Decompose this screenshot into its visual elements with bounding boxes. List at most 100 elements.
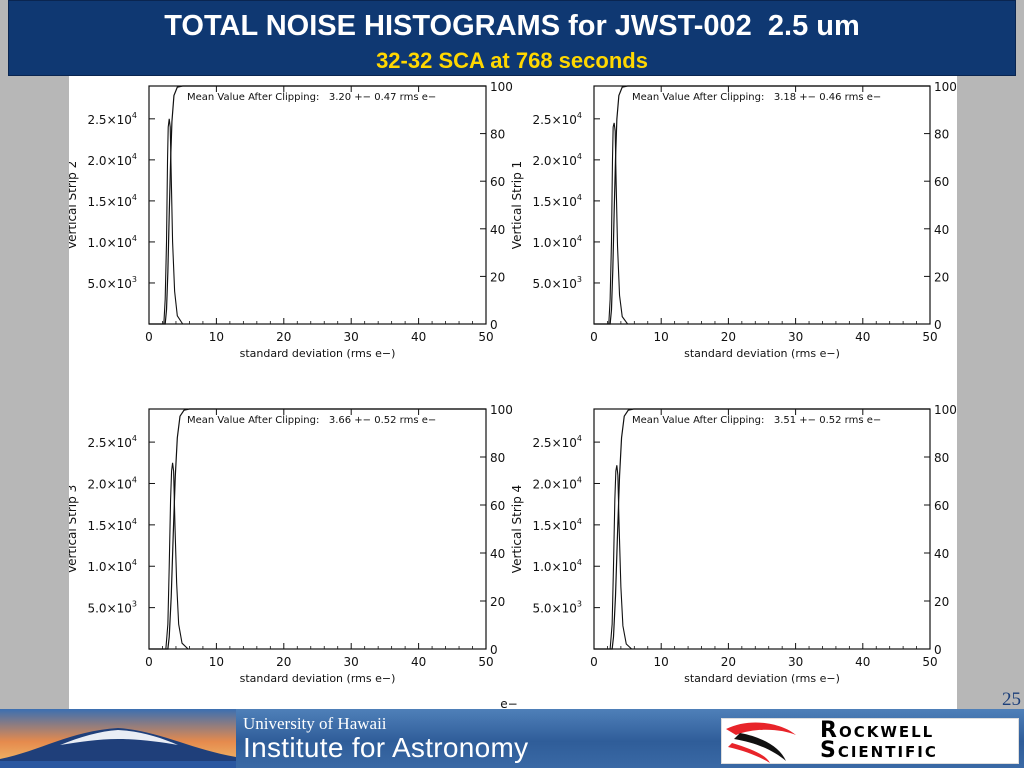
x-tick-label: 10 [654,655,669,669]
histogram-panel: 0 10 20 30 40 50 5.0×103 1.0×104 1.5×104 2.0×104 2… [69,76,957,709]
y2-tick-label: 100 [934,80,957,94]
y-tick-mantissa: 1.0×10 [87,560,131,574]
cumulative-line [149,85,486,325]
swoosh-icon [726,722,796,763]
y2-tick-label: 0 [934,318,942,332]
y-tick-label: 1.5×104 [532,517,582,533]
y-tick-label: 2.5×104 [87,434,137,450]
y-tick-exponent: 4 [132,193,137,202]
y-tick-exponent: 4 [132,152,137,161]
x-tick-label: 30 [344,655,359,669]
y2-tick-label: 60 [490,175,505,189]
y2-tick-label: 80 [934,128,949,142]
x-axis-label: standard deviation (rms e−) [684,347,840,360]
histogram-line [594,122,930,325]
y-axis-label: Vertical Strip 3 [69,485,79,573]
x-tick-label: 0 [590,655,598,669]
x-tick-label: 40 [855,655,870,669]
y-axis-label: Vertical Strip 2 [69,161,79,249]
y-tick-exponent: 4 [577,517,582,526]
y-tick-exponent: 4 [132,558,137,567]
y2-tick-label: 100 [934,403,957,417]
y-tick-exponent: 4 [577,111,582,120]
histogram-grid: 0 10 20 30 40 505.0×1031.0×1041.5×1042.0×1042… [69,80,957,709]
y-tick-exponent: 4 [577,234,582,243]
plot-frame [148,408,487,650]
x-axis-label: standard deviation (rms e−) [240,672,396,685]
y-tick-label: 1.0×104 [532,234,582,250]
rockwell-scientific-logo: Rockwell Scientific [721,718,1019,764]
x-axis-label: standard deviation (rms e−) [684,672,840,685]
x-tick-label: 10 [209,330,224,344]
y-tick-label: 2.0×104 [532,152,582,168]
x-tick-label: 10 [209,655,224,669]
y-tick-exponent: 3 [577,600,582,609]
y-tick-mantissa: 1.5×10 [532,519,576,533]
y-tick-mantissa: 1.5×10 [87,195,131,209]
y-tick-mantissa: 5.0×10 [87,602,131,616]
x-axis-label: standard deviation (rms e−) [240,347,396,360]
x-tick-label: 40 [411,330,426,344]
chart-top-left: 0 10 20 30 40 505.0×1031.0×1041.5×1042.0×1042… [69,80,513,360]
y-tick-exponent: 4 [132,234,137,243]
y-tick-exponent: 3 [132,275,137,284]
x-tick-label: 20 [721,655,736,669]
y2-tick-label: 20 [934,270,949,284]
y-tick-mantissa: 1.0×10 [532,236,576,250]
y2-tick-label: 100 [490,403,513,417]
y-tick-label: 2.0×104 [87,152,137,168]
y2-tick-label: 0 [490,643,498,657]
histogram-line [149,118,486,325]
x-tick-label: 30 [344,330,359,344]
x-tick-label: 40 [411,655,426,669]
x-tick-label: 20 [721,330,736,344]
y-axis-label: Vertical Strip 4 [510,485,524,573]
y-tick-label: 1.0×104 [532,558,582,574]
plot-frame [593,408,931,650]
partner-word-2: Scientific [820,738,938,763]
y-tick-mantissa: 5.0×10 [87,277,131,291]
y-tick-label: 1.5×104 [87,517,137,533]
y-tick-exponent: 4 [132,434,137,443]
university-name: University of Hawaii [243,714,387,733]
y-tick-label: 5.0×103 [532,275,582,291]
y2-tick-label: 60 [934,175,949,189]
mean-value-annotation: Mean Value After Clipping: 3.18 +− 0.46 … [632,92,881,103]
mean-value-annotation: Mean Value After Clipping: 3.20 +− 0.47 … [187,92,436,103]
y-tick-label: 2.0×104 [532,475,582,491]
x-tick-label: 30 [788,330,803,344]
y-tick-mantissa: 5.0×10 [532,602,576,616]
chart-bottom-left: 0 10 20 30 40 505.0×1031.0×1041.5×1042.0×1042… [69,403,513,685]
y-tick-mantissa: 2.5×10 [87,436,131,450]
y-tick-mantissa: 2.0×10 [532,154,576,168]
y-tick-label: 5.0×103 [87,600,137,616]
y-tick-exponent: 4 [577,475,582,484]
y-tick-label: 2.5×104 [532,111,582,127]
y-tick-label: 5.0×103 [87,275,137,291]
y-tick-mantissa: 2.5×10 [87,113,131,127]
y-tick-label: 1.0×104 [87,558,137,574]
x-tick-label: 50 [478,655,493,669]
y-tick-mantissa: 5.0×10 [532,277,576,291]
y-tick-label: 2.5×104 [532,434,582,450]
y-tick-mantissa: 1.0×10 [87,236,131,250]
y-tick-mantissa: 2.0×10 [87,477,131,491]
x-tick-label: 0 [590,330,598,344]
histogram-line [594,465,930,650]
slide-number: 25 [1002,689,1021,710]
histogram-line [149,462,486,650]
stray-axis-label: e− [500,697,517,709]
y-tick-mantissa: 2.0×10 [532,477,576,491]
x-tick-label: 50 [922,655,937,669]
x-tick-label: 40 [855,330,870,344]
y2-tick-label: 40 [934,223,949,237]
y2-tick-label: 20 [490,595,505,609]
x-tick-label: 0 [145,330,153,344]
institute-text: University of Hawaii Institute for Astro… [243,715,528,763]
y-tick-mantissa: 1.5×10 [87,519,131,533]
y-tick-mantissa: 2.0×10 [87,154,131,168]
y2-tick-label: 60 [934,499,949,513]
y2-tick-label: 40 [490,547,505,561]
mean-value-annotation: Mean Value After Clipping: 3.66 +− 0.52 … [187,415,436,426]
y-tick-label: 5.0×103 [532,600,582,616]
